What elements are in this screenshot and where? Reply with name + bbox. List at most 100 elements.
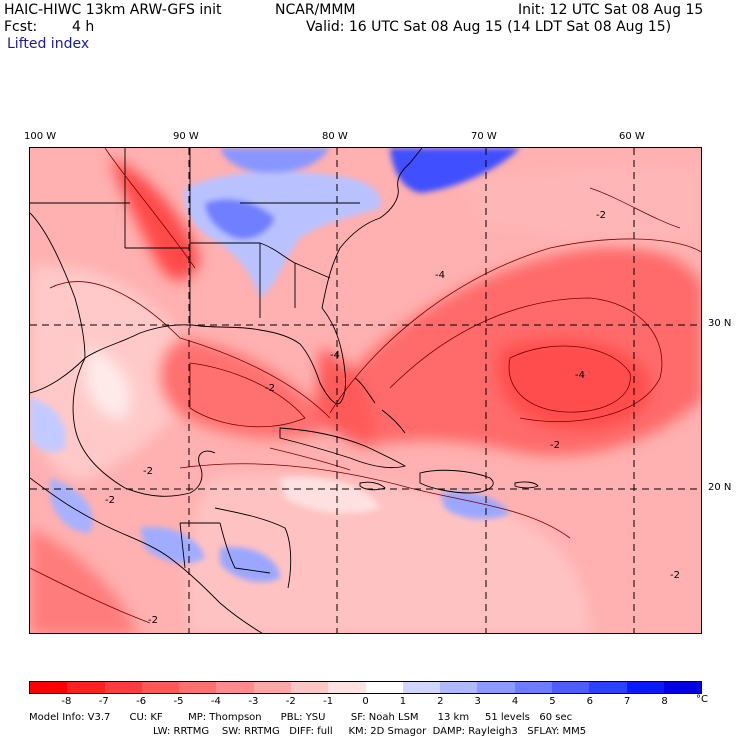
- field-stable-core: [205, 198, 275, 240]
- colorbar-unit: °C: [696, 694, 708, 705]
- colorbar-swatch: [663, 682, 702, 693]
- colorbar-swatch: [328, 682, 366, 693]
- contour-label: -4: [435, 270, 445, 281]
- colorbar-tick-label: -3: [248, 696, 259, 707]
- contour-label: -2: [143, 466, 153, 477]
- central-america-coastline: [30, 477, 263, 633]
- colorbar-swatch: [141, 682, 180, 693]
- model-info-line1: Model Info: V3.7 CU: KF MP: Thompson PBL…: [29, 712, 573, 723]
- contour-label: -4: [575, 370, 585, 381]
- lifted-index-map: -2 -2 -4 -2 -2 -2 -2 -2 -4 -4: [30, 148, 701, 633]
- lat-label-20n: 20 N: [708, 482, 732, 493]
- field-name: Lifted index: [7, 36, 90, 52]
- colorbar-tick-label: 4: [511, 696, 519, 707]
- field-neutral-caribbean: [280, 477, 380, 514]
- field-pacific-south: [30, 528, 139, 633]
- colorbar-tick-label: 8: [661, 696, 668, 707]
- colorbar-swatch: [179, 682, 217, 693]
- contour-label: -2: [670, 570, 680, 581]
- colorbar-swatch: [67, 682, 105, 693]
- colorbar-swatch: [104, 682, 142, 693]
- colorbar-tick-label: 0: [362, 696, 369, 707]
- colorbar-tick-label: -4: [210, 696, 221, 707]
- field-ne-atlantic: [460, 163, 701, 243]
- colorbar-swatch: [402, 682, 441, 693]
- model-title: HAIC-HIWC 13km ARW-GFS init: [4, 2, 222, 18]
- contour-atlantic-core: [508, 345, 631, 413]
- colorbar-tick-label: -1: [323, 696, 334, 707]
- contour-label: -4: [330, 350, 340, 361]
- contour-caribbean: [179, 463, 571, 539]
- puerto-rico-outline: [514, 481, 539, 489]
- contour-gulf-inner: [189, 362, 306, 428]
- lon-label-70w: 70 W: [471, 131, 497, 142]
- us-state-borders: [30, 148, 360, 328]
- colorbar-swatch: [477, 682, 515, 693]
- colorbar-swatch: [253, 682, 291, 693]
- init-time: Init: 12 UTC Sat 08 Aug 15: [518, 2, 704, 18]
- gulf-coastline: [30, 307, 346, 405]
- contour-east-atlantic: [589, 187, 681, 229]
- cuba-outline: [279, 427, 407, 469]
- field-stable-northeast: [390, 148, 520, 193]
- colorbar-tick-label: -7: [98, 696, 109, 707]
- field-stable-mexico: [30, 398, 66, 453]
- colorbar-tick-label: 1: [399, 696, 407, 707]
- colorbar-tick-label: -8: [61, 696, 72, 707]
- lat-label-30n: 30 N: [708, 318, 732, 329]
- colorbar-swatch: [216, 682, 254, 693]
- lon-label-90w: 90 W: [173, 131, 199, 142]
- colorbar-tick-label: 7: [624, 696, 631, 707]
- colorbar-tick-label: 3: [474, 696, 481, 707]
- jamaica-outline: [359, 481, 386, 491]
- organization: NCAR/MMM: [275, 2, 356, 18]
- contour-pacific: [30, 567, 151, 624]
- colorbar: [29, 681, 702, 694]
- field-stable-mid-atlantic: [220, 148, 330, 173]
- colorbar-tick-label: -2: [285, 696, 296, 707]
- field-florida: [315, 348, 376, 442]
- field-texas-coast-neutral: [85, 348, 131, 419]
- honduras-coastline: [214, 507, 292, 589]
- colorbar-swatch: [290, 682, 329, 693]
- colorbar-tick-label: 5: [549, 696, 556, 707]
- colorbar-swatch: [365, 682, 403, 693]
- bahamas-outline: [354, 377, 406, 434]
- colorbar-swatch: [30, 682, 68, 693]
- field-stable-central-america: [140, 527, 205, 564]
- field-stable-honduras: [220, 547, 280, 583]
- map-panel: -2 -2 -4 -2 -2 -2 -2 -2 -4 -4: [29, 147, 702, 634]
- contour-label: -2: [105, 495, 115, 506]
- field-stable-mexico-south: [50, 478, 93, 533]
- contour-central-us: [104, 148, 196, 269]
- field-gulf-band: [159, 338, 330, 439]
- colorbar-swatch: [589, 682, 627, 693]
- field-atlantic-core: [497, 338, 652, 431]
- colorbar-tick-label: -6: [136, 696, 147, 707]
- colorbar-tick-label: 6: [586, 696, 594, 707]
- contour-label: -2: [550, 440, 560, 451]
- atlantic-coastline: [321, 148, 423, 309]
- us-mexico-border: [30, 212, 86, 359]
- central-america-borders: [179, 522, 271, 574]
- contour-label: -2: [596, 210, 606, 221]
- lon-label-80w: 80 W: [322, 131, 348, 142]
- valid-time: Valid: 16 UTC Sat 08 Aug 15 (14 LDT Sat …: [306, 19, 672, 35]
- model-info-line2: LW: RRTMG SW: RRTMG DIFF: full KM: 2D Sm…: [153, 726, 587, 737]
- colorbar-swatch: [514, 682, 552, 693]
- field-central-us-strip: [110, 158, 200, 281]
- lon-label-100w: 100 W: [24, 131, 57, 142]
- contour-label: -2: [148, 615, 158, 626]
- lon-label-60w: 60 W: [619, 131, 645, 142]
- forecast-label: Fcst:: [4, 19, 38, 35]
- contour-atlantic-outer: [329, 238, 701, 414]
- colorbar-swatch: [551, 682, 590, 693]
- forecast-hour: 4 h: [72, 19, 95, 35]
- colorbar-tick-label: 2: [437, 696, 444, 707]
- colorbar-tick-label: -5: [173, 696, 184, 707]
- colorbar-swatch: [626, 682, 664, 693]
- contour-label: -2: [265, 383, 275, 394]
- contour-atlantic-inner: [389, 297, 663, 423]
- contour-gulf-outer: [49, 281, 331, 419]
- colorbar-swatch: [440, 682, 478, 693]
